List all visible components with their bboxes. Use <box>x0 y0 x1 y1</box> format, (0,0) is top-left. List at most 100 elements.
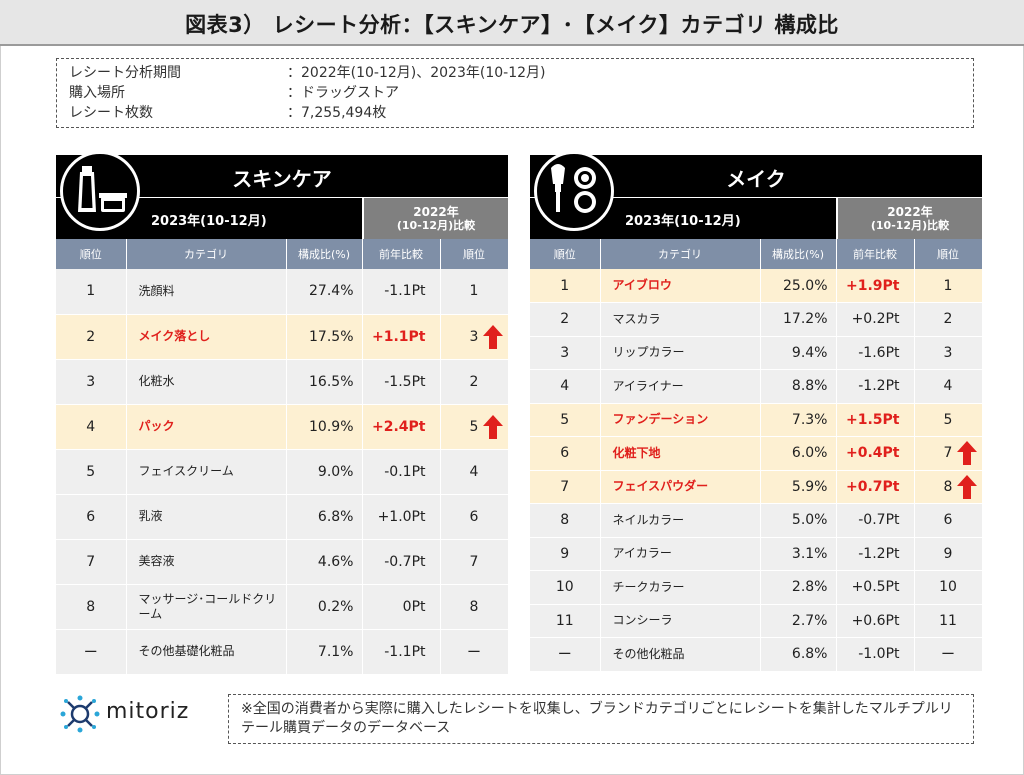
table-row: 9 アイカラー 3.1% -1.2Pt 9 <box>530 537 983 571</box>
rank-cell: 8 <box>56 584 127 630</box>
table-row: 8 マッサージ･コールドクリーム 0.2% 0Pt 8 <box>56 584 509 630</box>
category-cell: その他化粧品 <box>600 637 761 672</box>
compare-period-cell: 2022年 (10-12月)比較 <box>836 197 982 239</box>
share-cell: 6.8% <box>286 494 363 540</box>
yoy-change-cell: +1.9Pt <box>836 269 915 303</box>
category-cell: メイク落とし <box>126 314 287 360</box>
share-cell: 5.9% <box>760 470 837 504</box>
mitoriz-logo: mitoriz <box>58 694 218 734</box>
table-row: 8 ネイルカラー 5.0% -0.7Pt 6 <box>530 503 983 538</box>
rank-cell: 2 <box>56 314 127 360</box>
share-cell: 9.4% <box>760 336 837 370</box>
col-rank-header: 順位 <box>530 239 601 269</box>
yoy-change-cell: -1.1Pt <box>362 629 441 675</box>
rank-cell: 1 <box>56 269 127 315</box>
share-cell: 0.2% <box>286 584 363 630</box>
share-cell: 17.2% <box>760 302 837 337</box>
category-cell: その他基礎化粧品 <box>126 629 287 675</box>
rank-cell: 10 <box>530 570 601 605</box>
rank-cell: 4 <box>530 369 601 404</box>
compare-period-year: 2022年 <box>413 205 459 219</box>
share-cell: 17.5% <box>286 314 363 360</box>
skincare-title: スキンケア <box>232 167 332 191</box>
yoy-change-cell: 0Pt <box>362 584 441 630</box>
current-period-label: 2023年(10-12月) <box>151 214 267 229</box>
prev-rank-cell: ー <box>440 629 509 675</box>
yoy-change-cell: -1.1Pt <box>362 269 441 315</box>
yoy-change-cell: -1.2Pt <box>836 537 915 571</box>
table-row: 4 アイライナー 8.8% -1.2Pt 4 <box>530 369 983 404</box>
category-cell: フェイスパウダー <box>600 470 761 504</box>
rank-cell: 5 <box>56 449 127 495</box>
yoy-change-cell: +0.4Pt <box>836 436 915 471</box>
info-value: ：2022年(10-12月)、2023年(10-12月) <box>287 65 546 81</box>
makeup-title: メイク <box>726 167 786 191</box>
prev-rank-cell: 8 <box>440 584 509 630</box>
prev-rank-cell: 11 <box>914 604 983 638</box>
yoy-change-cell: -0.1Pt <box>362 449 441 495</box>
col-yoy-header: 前年比較 <box>836 239 915 269</box>
col-prev-rank-header: 順位 <box>440 239 509 269</box>
category-cell: 洗顔料 <box>126 269 287 315</box>
category-cell: アイブロウ <box>600 269 761 303</box>
category-cell: パック <box>126 404 287 450</box>
category-cell: マッサージ･コールドクリーム <box>126 584 287 630</box>
makeup-table: 順位 カテゴリ 構成比(%) 前年比較 順位 1 アイブロウ 25.0% +1.9Pt… <box>530 239 983 672</box>
yoy-change-cell: +1.1Pt <box>362 314 441 360</box>
yoy-change-cell: +2.4Pt <box>362 404 441 450</box>
category-cell: 乳液 <box>126 494 287 540</box>
share-cell: 9.0% <box>286 449 363 495</box>
share-cell: 2.8% <box>760 570 837 605</box>
rank-cell: ー <box>56 629 127 675</box>
table-row: 5 ファンデーション 7.3% +1.5Pt 5 <box>530 403 983 437</box>
category-cell: ネイルカラー <box>600 503 761 538</box>
yoy-change-cell: -1.5Pt <box>362 359 441 405</box>
table-row: 5 フェイスクリーム 9.0% -0.1Pt 4 <box>56 449 509 495</box>
prev-rank-cell: 8 <box>914 470 983 504</box>
table-row: 6 化粧下地 6.0% +0.4Pt 7 <box>530 436 983 471</box>
rank-cell: 7 <box>530 470 601 504</box>
prev-rank-cell: 2 <box>914 302 983 337</box>
info-row: 購入場所 ：ドラッグストア <box>69 83 961 103</box>
compare-period-label: (10-12月)比較 <box>870 219 950 232</box>
rank-cell: 2 <box>530 302 601 337</box>
rank-up-arrow-icon <box>956 474 977 499</box>
table-row: 1 アイブロウ 25.0% +1.9Pt 1 <box>530 269 983 303</box>
col-category-header: カテゴリ <box>126 239 287 269</box>
prev-rank-cell: 7 <box>440 539 509 585</box>
share-cell: 5.0% <box>760 503 837 538</box>
page-title: 図表3） レシート分析：【スキンケア】･【メイク】カテゴリ 構成比 <box>185 13 839 37</box>
prev-rank-cell: 7 <box>914 436 983 471</box>
prev-rank-cell: 3 <box>440 314 509 360</box>
table-row: 7 美容液 4.6% -0.7Pt 7 <box>56 539 509 585</box>
table-header-row: 順位 カテゴリ 構成比(%) 前年比較 順位 <box>530 239 983 269</box>
info-value: ：7,255,494枚 <box>287 105 387 121</box>
yoy-change-cell: +0.5Pt <box>836 570 915 605</box>
table-row: ーその他基礎化粧品 7.1% -1.1Pt ー <box>56 629 509 675</box>
prev-rank-cell: 6 <box>440 494 509 540</box>
table-row: 2 マスカラ 17.2% +0.2Pt 2 <box>530 302 983 337</box>
makeup-header: メイク 2023年(10-12月) 2022年 (10-12月)比較 <box>530 151 982 239</box>
info-value: ：ドラッグストア <box>287 85 399 101</box>
table-row: 4 パック 10.9% +2.4Pt 5 <box>56 404 509 450</box>
category-cell: アイライナー <box>600 369 761 404</box>
col-share-header: 構成比(%) <box>286 239 363 269</box>
category-cell: コンシーラ <box>600 604 761 638</box>
compare-period-cell: 2022年 (10-12月)比較 <box>362 197 508 239</box>
rank-up-arrow-icon <box>482 324 503 349</box>
prev-rank-cell: 1 <box>440 269 509 315</box>
prev-rank-cell: 3 <box>914 336 983 370</box>
footnote: ※全国の消費者から実際に購入したレシートを収集し、ブランドカテゴリごとにレシート… <box>228 694 974 744</box>
table-row: 11 コンシーラ 2.7% +0.6Pt 11 <box>530 604 983 638</box>
share-cell: 25.0% <box>760 269 837 303</box>
skincare-header: スキンケア 2023年(10-12月) 2022年 (10-12月)比較 <box>56 151 508 239</box>
yoy-change-cell: +1.5Pt <box>836 403 915 437</box>
share-cell: 6.8% <box>760 637 837 672</box>
share-cell: 2.7% <box>760 604 837 638</box>
rank-cell: 3 <box>56 359 127 405</box>
makeup-brush-compact-icon <box>534 151 614 231</box>
table-row: 3 化粧水 16.5% -1.5Pt 2 <box>56 359 509 405</box>
col-category-header: カテゴリ <box>600 239 761 269</box>
skincare-panel: スキンケア 2023年(10-12月) 2022年 (10-12月)比較 順位 <box>56 151 509 675</box>
table-row: 10 チークカラー 2.8% +0.5Pt 10 <box>530 570 983 605</box>
